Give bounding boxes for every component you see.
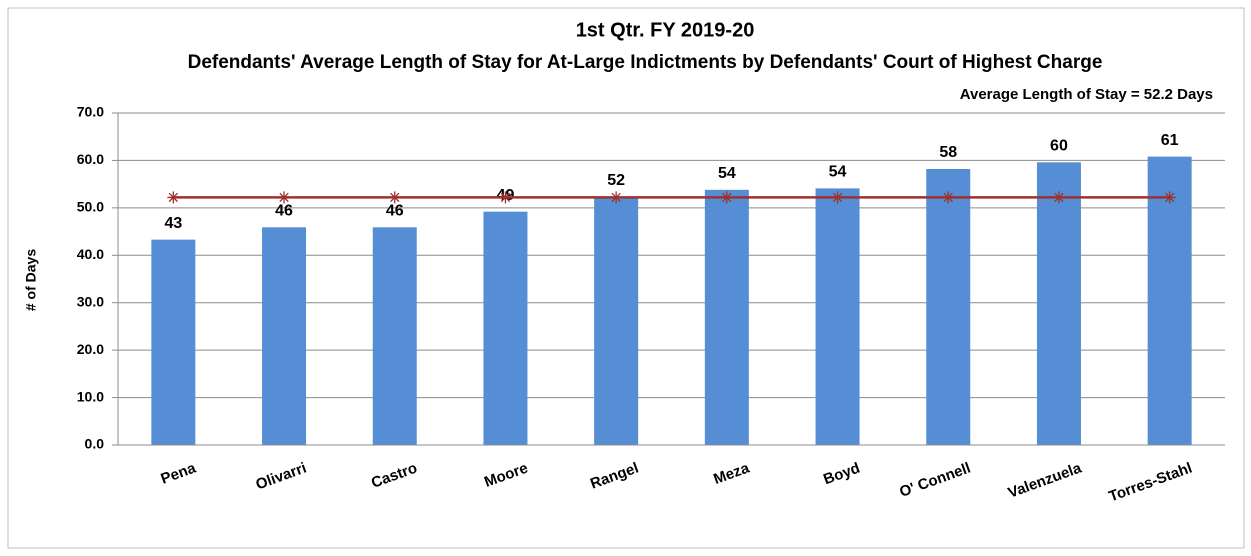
y-tick-label: 70.0	[77, 104, 104, 120]
bar	[151, 239, 196, 445]
data-label: 46	[275, 203, 293, 220]
y-axis-label: # of Days	[23, 249, 39, 311]
data-label: 52	[607, 172, 625, 189]
data-label: 54	[829, 164, 847, 181]
y-tick-label: 50.0	[77, 199, 104, 215]
data-label: 58	[939, 144, 957, 161]
bar	[262, 227, 307, 445]
y-tick-label: 60.0	[77, 151, 104, 167]
data-label: 43	[164, 215, 182, 232]
line-marker	[388, 191, 401, 204]
chart-title: 1st Qtr. FY 2019-20	[576, 19, 755, 41]
annotation: Average Length of Stay = 52.2 Days	[960, 86, 1213, 103]
bar	[483, 211, 528, 445]
line-marker	[499, 191, 512, 204]
line-marker	[942, 191, 955, 204]
bar	[815, 188, 860, 445]
line-marker	[278, 191, 291, 204]
bar	[594, 196, 639, 445]
y-tick-label: 30.0	[77, 293, 104, 309]
y-tick-label: 0.0	[85, 436, 105, 452]
data-label: 60	[1050, 138, 1068, 155]
line-marker	[1163, 191, 1176, 204]
data-label: 54	[718, 165, 736, 182]
bar	[372, 227, 417, 445]
line-marker	[167, 191, 180, 204]
bar	[1147, 156, 1192, 446]
bar	[704, 189, 749, 445]
y-tick-label: 10.0	[77, 388, 104, 404]
bar	[1036, 162, 1081, 445]
bar	[926, 168, 971, 446]
data-label: 61	[1161, 132, 1179, 149]
line-marker	[1052, 191, 1065, 204]
y-tick-label: 40.0	[77, 246, 104, 262]
data-label: 46	[386, 203, 404, 220]
chart-subtitle: Defendants' Average Length of Stay for A…	[188, 52, 1103, 73]
line-marker	[720, 191, 733, 204]
line-marker	[831, 191, 844, 204]
y-tick-label: 20.0	[77, 341, 104, 357]
line-marker	[610, 191, 623, 204]
